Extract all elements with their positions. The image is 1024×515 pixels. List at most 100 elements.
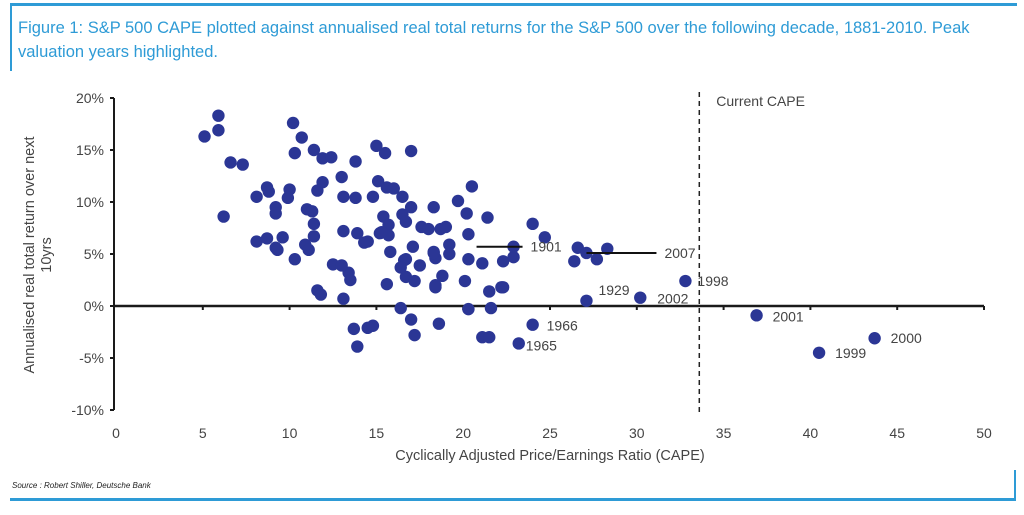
data-point: [458, 274, 472, 288]
data-point: [305, 205, 319, 218]
data-point: [432, 317, 446, 330]
data-point: [378, 146, 392, 160]
data-point: [335, 259, 348, 272]
y-axis-title-group: Annualised real total return over next 1…: [22, 137, 55, 374]
data-point: [436, 269, 449, 283]
data-point: [451, 194, 465, 208]
data-point: [568, 255, 581, 268]
data-point: [484, 301, 498, 315]
data-point: [198, 130, 211, 143]
y-tick-label: 5%: [84, 246, 104, 262]
data-point: [408, 274, 421, 288]
data-point: [347, 322, 361, 336]
data-point: [483, 331, 496, 344]
data-point: [476, 257, 489, 270]
year-label: 1999: [835, 345, 866, 361]
data-point: [462, 302, 475, 316]
frame-left-border: [10, 3, 12, 71]
highlighted-point: [679, 274, 692, 288]
data-point: [337, 292, 350, 305]
y-axis-title-line2: 10yrs: [39, 237, 55, 272]
data-point: [399, 215, 413, 228]
y-tick-label: 20%: [76, 90, 104, 106]
data-point: [250, 235, 263, 248]
x-tick-label: 50: [976, 425, 992, 441]
data-point: [335, 170, 348, 184]
data-point: [387, 182, 400, 195]
data-point: [349, 155, 362, 168]
y-tick-label: -5%: [79, 350, 104, 366]
highlighted-point: [868, 332, 881, 345]
data-point: [601, 242, 614, 255]
y-tick-label: 10%: [76, 194, 104, 210]
data-point: [462, 228, 475, 241]
data-point: [443, 238, 456, 251]
data-point: [212, 124, 225, 137]
data-point: [295, 131, 308, 144]
data-point: [375, 225, 388, 239]
year-label: 2007: [664, 245, 695, 261]
data-point: [351, 340, 364, 353]
data-point: [404, 313, 418, 326]
data-point: [236, 158, 249, 171]
source-note: Source : Robert Shiller, Deutsche Bank: [12, 481, 151, 490]
data-point: [526, 217, 539, 231]
x-tick-label: 45: [889, 425, 905, 441]
y-axis-title: Annualised real total return over next: [22, 137, 38, 374]
data-point: [422, 222, 435, 236]
data-point: [460, 207, 473, 220]
y-tick-label: -10%: [71, 402, 104, 418]
data-point: [271, 243, 284, 257]
data-point: [366, 190, 380, 203]
x-tick-label: 5: [199, 425, 207, 441]
data-point: [337, 190, 350, 203]
x-tick-label: 30: [629, 425, 645, 441]
year-label: 2001: [773, 308, 804, 324]
data-point: [439, 220, 453, 234]
data-point: [406, 240, 420, 253]
data-point: [314, 288, 328, 301]
data-point: [212, 109, 225, 122]
data-point: [408, 328, 421, 342]
current-cape-label: Current CAPE: [716, 93, 805, 109]
highlighted-point: [512, 337, 525, 350]
data-point: [443, 247, 456, 261]
highlighted-point: [812, 346, 826, 359]
data-point: [538, 231, 551, 244]
year-label: 2002: [657, 291, 688, 307]
year-label: 1901: [531, 239, 562, 255]
data-point: [465, 180, 479, 193]
data-point: [590, 253, 604, 266]
axes: 20% 15% 10% 5% 0% -5% -10% 0 5 10 15 20 25 30 35 40 45 50: [71, 90, 992, 441]
data-point: [380, 277, 394, 291]
data-point: [325, 151, 338, 164]
data-point: [394, 301, 407, 315]
data-point: [507, 250, 520, 264]
data-point: [496, 281, 510, 294]
data-point: [396, 190, 409, 203]
data-point: [394, 261, 407, 274]
data-point: [260, 232, 274, 245]
y-tick-label: 0%: [84, 298, 104, 314]
data-point: [427, 201, 440, 214]
frame-bottom-border: [10, 498, 1016, 501]
year-label: 1929: [598, 282, 629, 298]
data-point: [311, 184, 324, 197]
figure-title: Figure 1: S&P 500 CAPE plotted against a…: [18, 19, 970, 61]
highlighted-point: [750, 309, 763, 322]
data-point: [281, 191, 295, 205]
x-tick-label: 15: [369, 425, 385, 441]
data-point: [250, 190, 263, 203]
x-tick-label: 25: [542, 425, 558, 441]
data-point: [307, 230, 321, 243]
year-label: 1965: [526, 337, 557, 353]
x-tick-label: 0: [112, 425, 120, 441]
data-point: [288, 253, 302, 266]
data-point: [413, 259, 426, 272]
data-point: [404, 201, 418, 214]
x-tick-label: 20: [455, 425, 471, 441]
frame-top-border: [10, 3, 1017, 6]
data-point: [224, 156, 237, 169]
data-point: [429, 279, 442, 292]
